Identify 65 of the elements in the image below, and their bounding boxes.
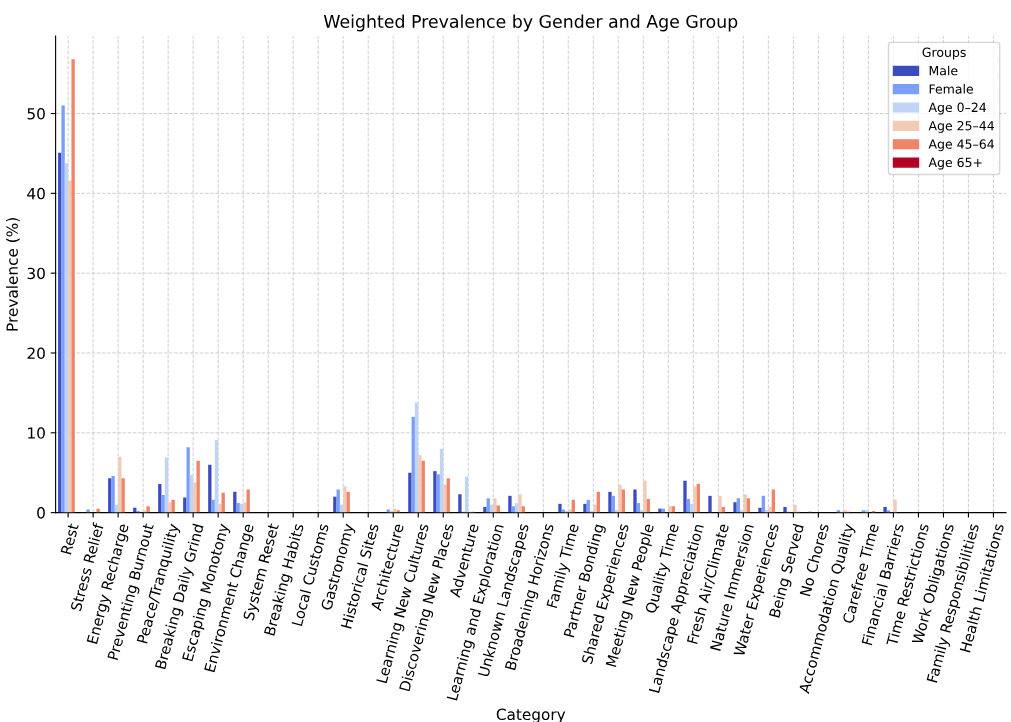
bar — [883, 507, 887, 513]
bar — [161, 495, 165, 513]
bar — [86, 509, 90, 513]
chart-title: Weighted Prevalence by Gender and Age Group — [323, 14, 738, 32]
bar — [508, 495, 512, 513]
y-tick-label: 30 — [27, 267, 45, 280]
legend-label: Age 65+ — [928, 157, 982, 170]
bar — [408, 472, 412, 513]
bar — [68, 180, 72, 513]
bar — [243, 502, 247, 513]
bar — [343, 486, 347, 513]
legend-label: Male — [929, 65, 958, 76]
bar — [733, 502, 737, 513]
bar — [583, 503, 587, 513]
bar — [221, 492, 225, 513]
bar — [336, 489, 340, 513]
bar — [458, 494, 462, 513]
bar — [418, 455, 422, 513]
bar — [196, 460, 200, 513]
bar — [618, 484, 622, 513]
bar — [443, 484, 447, 513]
bar — [771, 489, 776, 513]
bar — [783, 507, 787, 513]
bar — [708, 495, 712, 513]
bar — [333, 496, 337, 513]
bar — [568, 509, 572, 513]
bar — [643, 480, 647, 513]
bar — [64, 163, 69, 513]
y-axis-title: Prevalence (%) — [6, 218, 20, 331]
bar — [121, 478, 125, 513]
bar — [61, 105, 65, 513]
bar — [71, 59, 75, 513]
legend-label: Age 25–44 — [928, 120, 994, 133]
legend-label: Age 0–24 — [928, 102, 987, 115]
legend-label: Female — [929, 84, 974, 94]
bar — [233, 491, 237, 513]
bar — [633, 489, 637, 513]
bar — [743, 494, 747, 513]
bar — [683, 480, 687, 513]
bar — [793, 504, 797, 513]
bar — [96, 508, 100, 513]
bar — [621, 489, 625, 513]
bar — [593, 504, 597, 513]
y-tick-label: 0 — [37, 507, 45, 519]
y-tick-label: 40 — [27, 187, 45, 200]
legend-label: Age 45–64 — [928, 139, 994, 152]
x-tick-label: Rest — [60, 522, 79, 555]
bar — [718, 495, 722, 513]
bar — [414, 402, 419, 513]
bar — [893, 499, 897, 513]
bar — [758, 507, 762, 513]
bar — [211, 499, 215, 513]
bar — [58, 152, 62, 513]
bar — [146, 506, 150, 513]
bar — [483, 507, 487, 513]
y-tick-label: 10 — [28, 427, 45, 439]
bar — [186, 447, 190, 513]
bar — [608, 491, 612, 513]
bar — [558, 503, 562, 513]
y-tick-label: 20 — [27, 347, 45, 359]
legend-title: Groups — [922, 47, 966, 60]
bar — [518, 494, 522, 513]
bar — [493, 498, 497, 513]
bar — [246, 489, 250, 513]
y-tick-label: 50 — [27, 107, 45, 120]
